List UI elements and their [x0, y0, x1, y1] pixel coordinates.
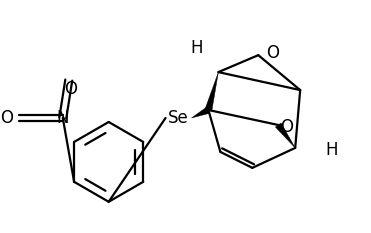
Text: Se: Se [168, 109, 189, 127]
Text: O: O [266, 44, 279, 62]
Text: N: N [56, 109, 69, 127]
Text: H: H [326, 141, 338, 159]
Text: H: H [190, 39, 203, 57]
Text: O: O [0, 109, 13, 127]
Text: O: O [280, 118, 293, 136]
Polygon shape [191, 107, 210, 118]
Polygon shape [205, 72, 219, 111]
Text: O: O [64, 80, 77, 98]
Polygon shape [275, 123, 295, 148]
